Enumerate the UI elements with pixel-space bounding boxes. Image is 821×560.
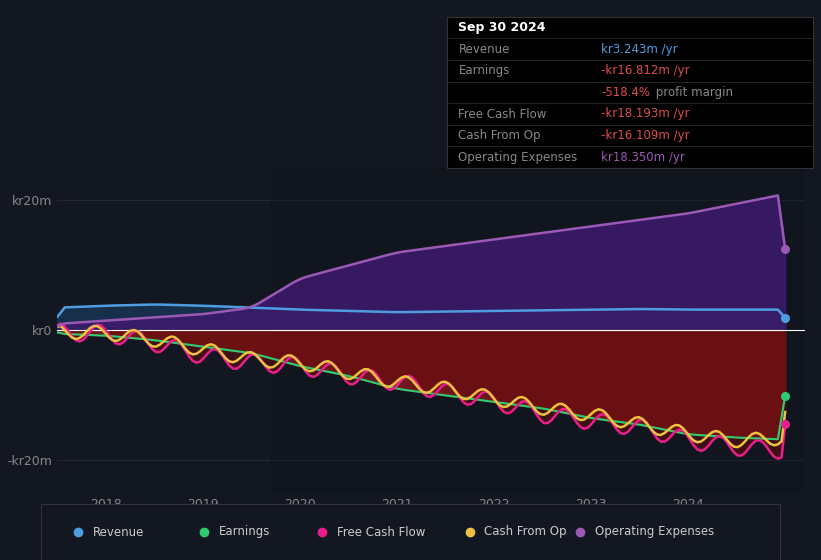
Point <box>778 391 791 400</box>
Text: profit margin: profit margin <box>652 86 733 99</box>
Text: Free Cash Flow: Free Cash Flow <box>458 108 547 120</box>
Text: Cash From Op: Cash From Op <box>458 129 541 142</box>
Text: Operating Expenses: Operating Expenses <box>458 151 578 164</box>
Bar <box>271 168 821 493</box>
Text: Cash From Op: Cash From Op <box>484 525 566 539</box>
Point <box>778 245 791 254</box>
Text: Earnings: Earnings <box>218 525 270 539</box>
Text: Earnings: Earnings <box>458 64 510 77</box>
Text: -518.4%: -518.4% <box>601 86 650 99</box>
Text: Revenue: Revenue <box>458 43 510 55</box>
Text: Sep 30 2024: Sep 30 2024 <box>458 21 546 34</box>
Point <box>778 314 791 323</box>
Text: Revenue: Revenue <box>93 525 144 539</box>
Text: Free Cash Flow: Free Cash Flow <box>337 525 425 539</box>
Text: -kr16.812m /yr: -kr16.812m /yr <box>601 64 690 77</box>
Text: kr18.350m /yr: kr18.350m /yr <box>601 151 685 164</box>
Point <box>778 420 791 429</box>
Text: -kr18.193m /yr: -kr18.193m /yr <box>601 108 690 120</box>
Text: Operating Expenses: Operating Expenses <box>595 525 714 539</box>
Text: kr3.243m /yr: kr3.243m /yr <box>601 43 677 55</box>
Text: -kr16.109m /yr: -kr16.109m /yr <box>601 129 690 142</box>
